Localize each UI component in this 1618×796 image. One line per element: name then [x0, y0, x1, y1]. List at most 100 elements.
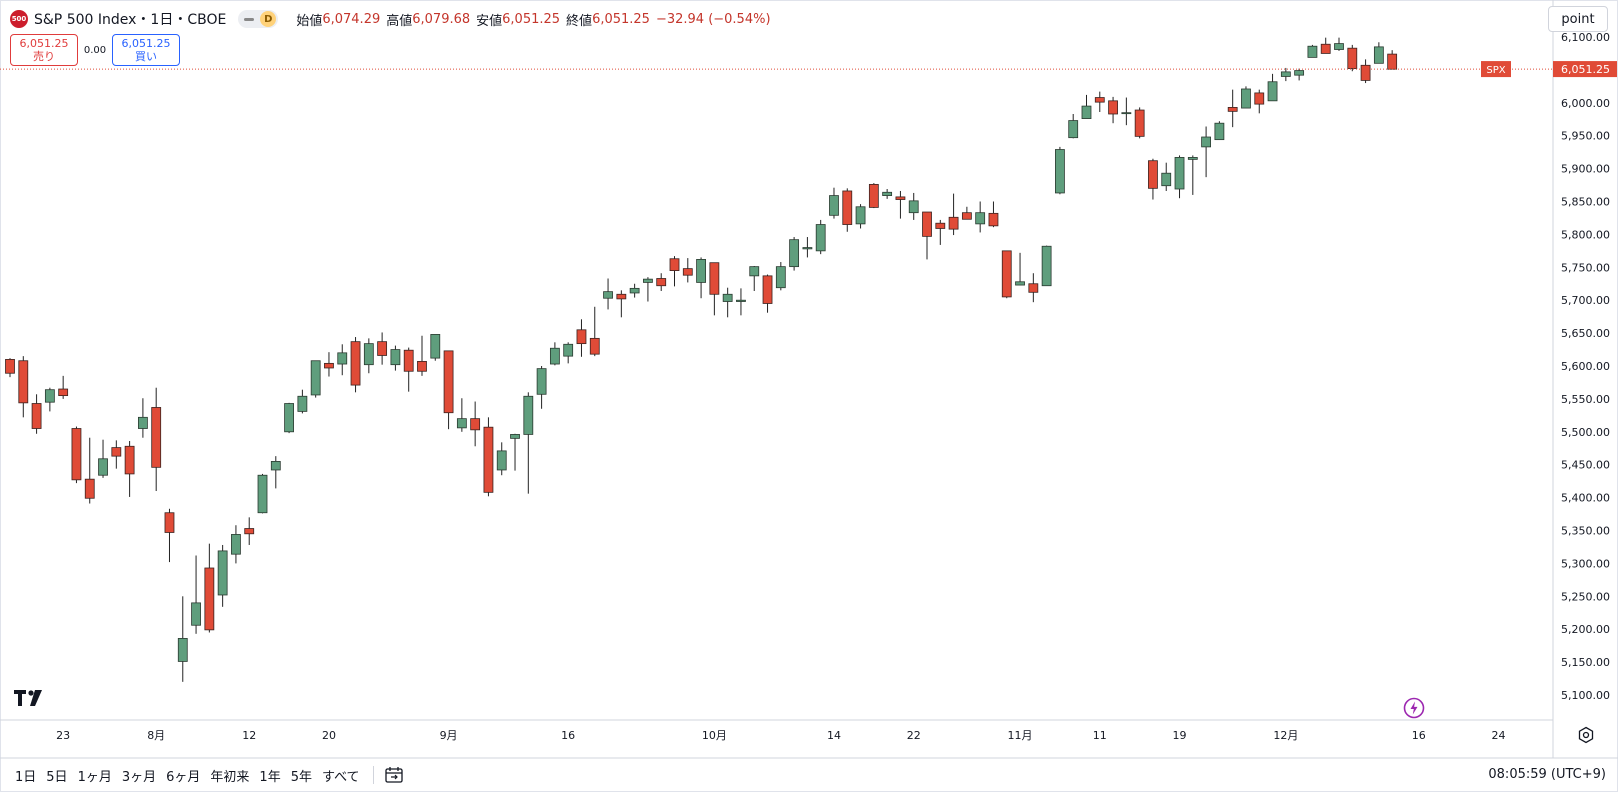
candle — [1041, 245, 1052, 287]
candle-body — [1148, 160, 1158, 189]
candle — [1094, 91, 1105, 113]
close-label: 終値 — [566, 13, 593, 29]
lightning-icon[interactable] — [1403, 697, 1425, 723]
candle-body — [1373, 46, 1384, 64]
open-label: 始値 — [296, 13, 323, 29]
x-tick-label: 16 — [1412, 729, 1426, 742]
range-3m-button[interactable]: 3ヶ月 — [121, 769, 157, 785]
candle-body — [1121, 112, 1132, 115]
candle-body — [669, 258, 680, 271]
candle — [1267, 73, 1278, 102]
sell-button[interactable]: 6,051.25 売り — [10, 34, 78, 66]
candle-body — [337, 352, 348, 365]
candle-body — [111, 447, 122, 457]
candle-body — [961, 212, 972, 220]
tradingview-logo[interactable] — [14, 690, 44, 710]
candle-body — [1294, 70, 1305, 76]
range-all-button[interactable]: すべて — [321, 769, 360, 785]
candle — [576, 319, 587, 357]
candle — [961, 206, 972, 220]
y-tick-label: 5,400.00 — [1561, 492, 1610, 505]
candle — [749, 265, 760, 291]
price-value-text: 6,051.25 — [1561, 63, 1610, 76]
candle-body — [18, 360, 29, 404]
candle — [629, 283, 640, 298]
candle — [18, 356, 29, 418]
y-tick-label: 6,100.00 — [1561, 31, 1610, 44]
candle — [324, 352, 334, 377]
candle-body — [1267, 81, 1278, 102]
candle-body — [44, 389, 55, 403]
candle — [1280, 67, 1291, 82]
candle-body — [1347, 47, 1358, 69]
candle — [1187, 155, 1198, 195]
candle-body — [1320, 43, 1331, 54]
range-5y-button[interactable]: 5年 — [290, 769, 312, 785]
high-value: 6,079.68 — [412, 11, 471, 27]
range-1y-button[interactable]: 1年 — [259, 769, 281, 785]
candle — [895, 190, 906, 219]
scale-mode-button[interactable]: point — [1548, 6, 1608, 32]
candle — [510, 433, 520, 471]
candle-body — [643, 278, 653, 283]
candle-body — [549, 347, 560, 365]
buy-button[interactable]: 6,051.25 買い — [112, 34, 180, 66]
y-tick-label: 5,250.00 — [1561, 590, 1610, 603]
y-tick-label: 5,300.00 — [1561, 557, 1610, 570]
candle-body — [975, 212, 986, 225]
candle-body — [1068, 120, 1079, 139]
candle — [164, 508, 175, 563]
x-tick-label: 8月 — [147, 729, 165, 742]
candle-body — [284, 403, 294, 433]
candle-body — [536, 368, 547, 395]
candle — [58, 375, 69, 399]
visibility-toggle[interactable]: D — [238, 10, 279, 28]
candle-body — [922, 211, 932, 237]
range-6m-button[interactable]: 6ヶ月 — [166, 769, 201, 785]
candle — [1055, 146, 1065, 195]
candle — [775, 262, 786, 291]
symbol-title[interactable]: S&P 500 Index・1日・CBOE — [34, 12, 227, 28]
x-tick-label: 11月 — [1008, 729, 1033, 742]
candle-body — [696, 259, 706, 283]
candle — [257, 473, 268, 514]
candle-body — [829, 195, 839, 216]
range-1d-button[interactable]: 1日 — [15, 769, 37, 785]
x-tick-label: 14 — [827, 729, 841, 742]
candle — [1320, 37, 1331, 54]
candle — [935, 219, 946, 245]
buy-label: 買い — [135, 50, 157, 63]
candle — [151, 387, 162, 492]
candle — [696, 257, 706, 299]
x-tick-label: 12 — [242, 729, 256, 742]
candle-body — [1041, 245, 1052, 287]
candle-body — [71, 428, 82, 481]
candle — [297, 389, 308, 414]
calendar-range-icon[interactable] — [384, 766, 404, 784]
candle — [1028, 273, 1039, 303]
candle — [1347, 44, 1358, 72]
range-1m-button[interactable]: 1ヶ月 — [77, 769, 112, 785]
candle — [669, 256, 680, 287]
candle — [1015, 252, 1025, 286]
candle — [337, 344, 348, 376]
range-ytd-button[interactable]: 年初来 — [210, 769, 250, 785]
candle-body — [403, 349, 414, 372]
candle-body — [483, 426, 494, 493]
candle — [868, 183, 879, 209]
low-label: 安値 — [476, 13, 503, 29]
candle-body — [456, 418, 467, 429]
candle — [390, 345, 401, 371]
candle — [802, 237, 813, 258]
candle-body — [84, 478, 95, 499]
range-5d-button[interactable]: 5日 — [46, 769, 68, 785]
candle-body — [988, 212, 999, 227]
settings-icon[interactable] — [1577, 726, 1595, 748]
candle — [589, 306, 600, 357]
candle-body — [324, 362, 334, 369]
candle-body — [390, 349, 401, 366]
candle-body — [1001, 250, 1012, 298]
candle-body — [882, 191, 893, 196]
